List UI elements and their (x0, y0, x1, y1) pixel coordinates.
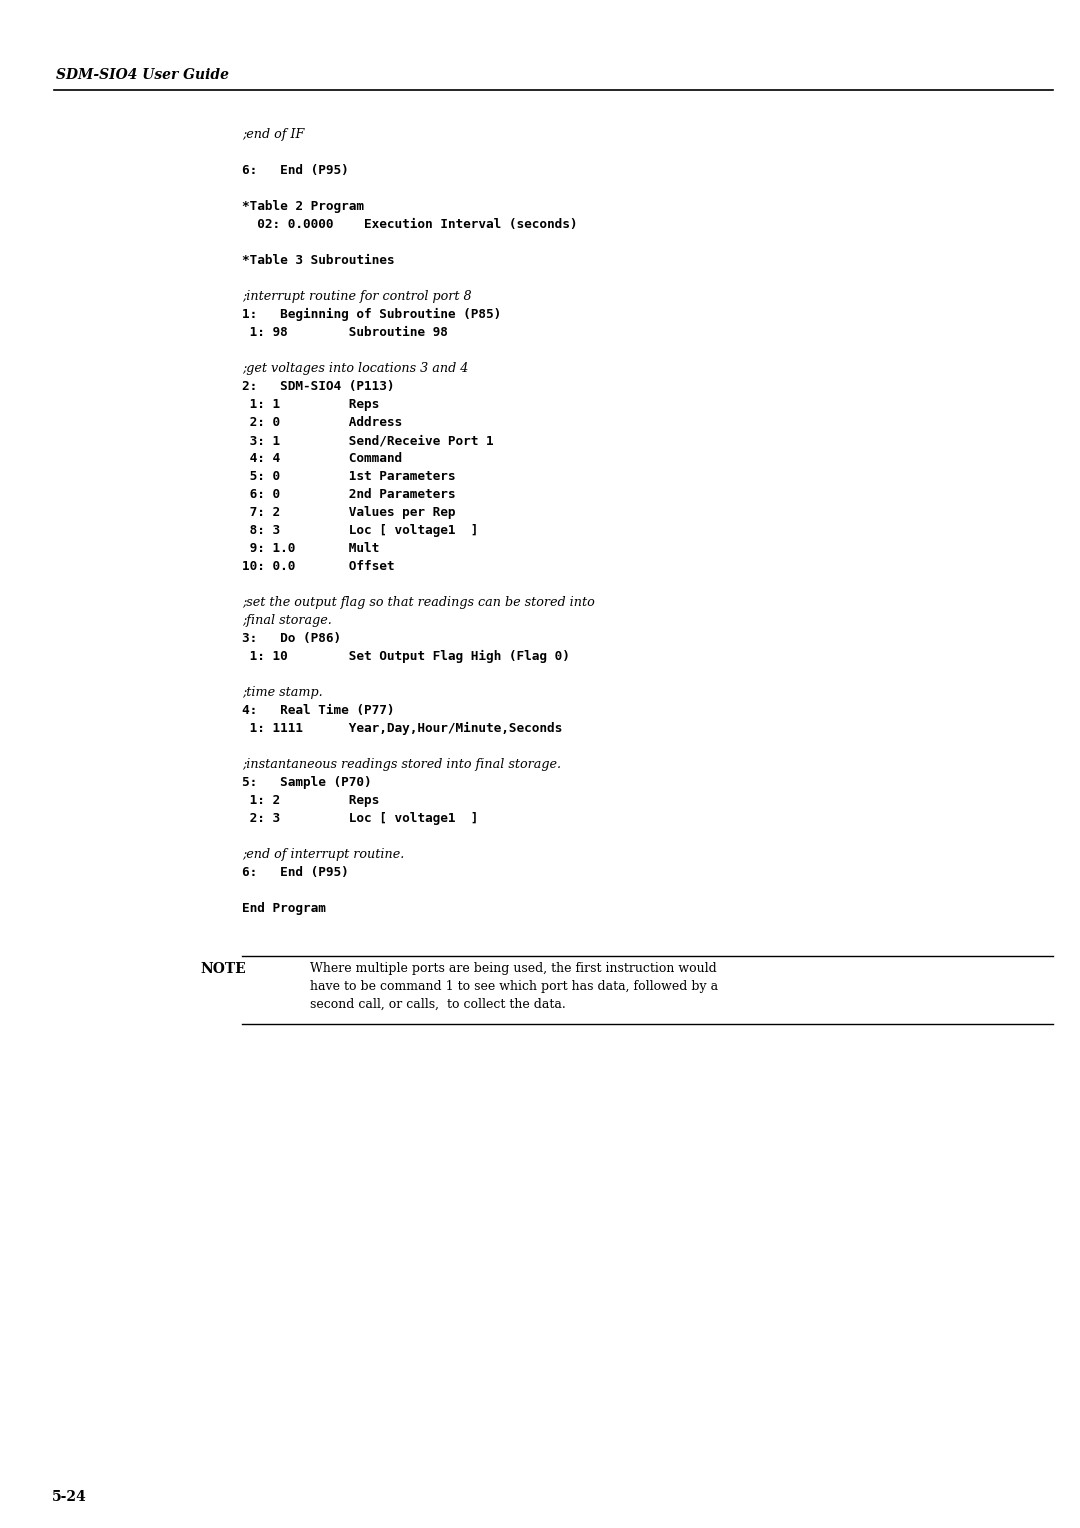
Text: 8: 3         Loc [ voltage1  ]: 8: 3 Loc [ voltage1 ] (242, 524, 478, 536)
Text: End Program: End Program (242, 902, 326, 915)
Text: ;set the output flag so that readings can be stored into: ;set the output flag so that readings ca… (242, 596, 595, 610)
Text: 6:   End (P95): 6: End (P95) (242, 163, 349, 177)
Text: 3: 1         Send/Receive Port 1: 3: 1 Send/Receive Port 1 (242, 434, 494, 448)
Text: ;time stamp.: ;time stamp. (242, 686, 323, 698)
Text: 4:   Real Time (P77): 4: Real Time (P77) (242, 704, 394, 717)
Text: 1: 10        Set Output Flag High (Flag 0): 1: 10 Set Output Flag High (Flag 0) (242, 649, 570, 663)
Text: 3:   Do (P86): 3: Do (P86) (242, 633, 341, 645)
Text: 2:   SDM-SIO4 (P113): 2: SDM-SIO4 (P113) (242, 380, 394, 393)
Text: 1: 2         Reps: 1: 2 Reps (242, 795, 379, 807)
Text: NOTE: NOTE (200, 963, 246, 976)
Text: 6: 0         2nd Parameters: 6: 0 2nd Parameters (242, 487, 456, 501)
Text: 5-24: 5-24 (52, 1490, 86, 1504)
Text: ;interrupt routine for control port 8: ;interrupt routine for control port 8 (242, 290, 472, 303)
Text: *Table 3 Subroutines: *Table 3 Subroutines (242, 254, 394, 267)
Text: 1: 98        Subroutine 98: 1: 98 Subroutine 98 (242, 325, 448, 339)
Text: 9: 1.0       Mult: 9: 1.0 Mult (242, 542, 379, 555)
Text: SDM-SIO4 User Guide: SDM-SIO4 User Guide (56, 69, 229, 83)
Text: *Table 2 Program: *Table 2 Program (242, 200, 364, 212)
Text: ;get voltages into locations 3 and 4: ;get voltages into locations 3 and 4 (242, 362, 469, 374)
Text: 1:   Beginning of Subroutine (P85): 1: Beginning of Subroutine (P85) (242, 309, 501, 321)
Text: 2: 3         Loc [ voltage1  ]: 2: 3 Loc [ voltage1 ] (242, 811, 478, 825)
Text: ;end of IF: ;end of IF (242, 128, 305, 141)
Text: 10: 0.0       Offset: 10: 0.0 Offset (242, 559, 394, 573)
Text: 2: 0         Address: 2: 0 Address (242, 416, 402, 429)
Text: 1: 1111      Year,Day,Hour/Minute,Seconds: 1: 1111 Year,Day,Hour/Minute,Seconds (242, 723, 563, 735)
Text: Where multiple ports are being used, the first instruction would: Where multiple ports are being used, the… (310, 963, 717, 975)
Text: ;instantaneous readings stored into final storage.: ;instantaneous readings stored into fina… (242, 758, 561, 772)
Text: 02: 0.0000    Execution Interval (seconds): 02: 0.0000 Execution Interval (seconds) (242, 219, 578, 231)
Text: ;final storage.: ;final storage. (242, 614, 332, 626)
Text: 5: 0         1st Parameters: 5: 0 1st Parameters (242, 471, 456, 483)
Text: second call, or calls,  to collect the data.: second call, or calls, to collect the da… (310, 998, 566, 1012)
Text: 5:   Sample (P70): 5: Sample (P70) (242, 776, 372, 788)
Text: have to be command 1 to see which port has data, followed by a: have to be command 1 to see which port h… (310, 979, 718, 993)
Text: 6:   End (P95): 6: End (P95) (242, 866, 349, 879)
Text: 4: 4         Command: 4: 4 Command (242, 452, 402, 465)
Text: 7: 2         Values per Rep: 7: 2 Values per Rep (242, 506, 456, 520)
Text: 1: 1         Reps: 1: 1 Reps (242, 397, 379, 411)
Text: ;end of interrupt routine.: ;end of interrupt routine. (242, 848, 404, 860)
